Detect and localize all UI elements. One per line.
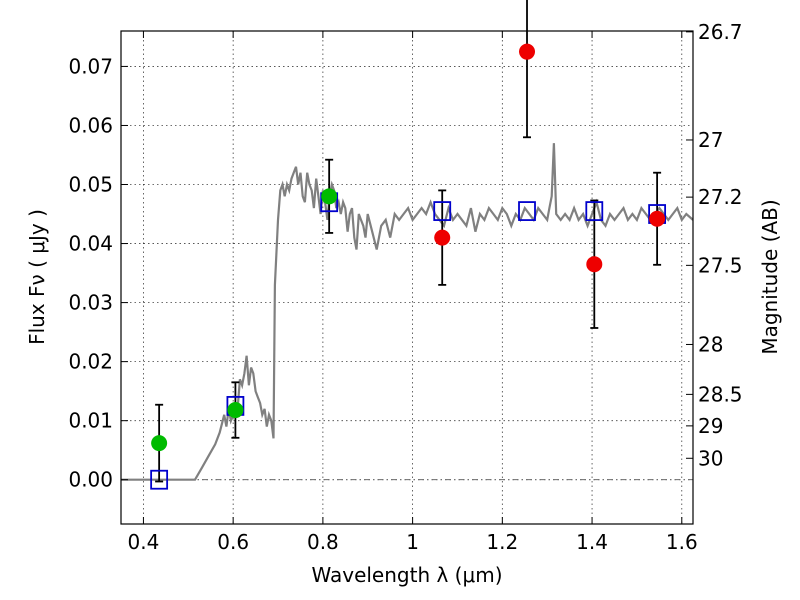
magnitude-tick-label: 28 <box>698 332 723 356</box>
x-tick-label: 1.6 <box>666 530 698 554</box>
observed-point-green <box>151 435 168 452</box>
x-tick-label: 1.4 <box>576 530 608 554</box>
y-tick-label: 0.07 <box>68 54 113 78</box>
observed-point-red <box>434 229 451 246</box>
observed-point-red <box>519 43 536 60</box>
magnitude-tick-label: 30 <box>698 446 723 470</box>
y-tick-label: 0.05 <box>68 173 113 197</box>
x-tick-label: 1.2 <box>486 530 518 554</box>
observed-point-red <box>649 210 666 227</box>
magnitude-tick-label: 29 <box>698 414 723 438</box>
observed-point-red <box>586 256 603 273</box>
observed-point-green <box>321 188 338 205</box>
model-photometry-square <box>433 201 452 221</box>
y-tick-label: 0.02 <box>68 350 113 374</box>
observed-point-green <box>227 402 244 419</box>
magnitude-tick-label: 27.2 <box>698 185 743 209</box>
x-tick-label: 0.4 <box>128 530 160 554</box>
observed-points <box>151 43 666 452</box>
magnitude-axis-title: Magnitude (AB) <box>758 199 782 354</box>
y-tick-label: 0.01 <box>68 409 113 433</box>
y-tick-label: 0.04 <box>68 232 113 256</box>
y-tick-label: 0.00 <box>68 468 113 492</box>
model-photometry-square <box>585 201 604 221</box>
y-tick-label: 0.03 <box>68 291 113 315</box>
model-spectrum-layer <box>121 143 693 481</box>
model-spectrum-line <box>121 143 693 481</box>
grid <box>121 31 693 524</box>
magnitude-axis-ticks: 26.7 27 27.2 27.5 28 28.5 29 30 <box>686 20 743 470</box>
plot-frame <box>120 30 694 525</box>
x-tick-label: 0.8 <box>307 530 339 554</box>
y-tick-label: 0.06 <box>68 113 113 137</box>
magnitude-tick-label: 27.5 <box>698 253 743 277</box>
x-tick-label: 1 <box>406 530 419 554</box>
x-tick-label: 0.6 <box>217 530 249 554</box>
model-photometry-square <box>150 469 169 490</box>
x-axis-title: Wavelength λ (μm) <box>311 563 502 587</box>
model-photometry-square <box>518 201 536 221</box>
magnitude-tick-label: 28.5 <box>698 382 743 406</box>
magnitude-tick-label: 27 <box>698 128 723 152</box>
y-axis-title: Flux Fν ( μJy ) <box>25 209 49 345</box>
y-axis-ticks: 0.00 0.01 0.02 0.03 0.04 0.05 0.06 0.07 <box>68 54 128 492</box>
magnitude-tick-label: 26.7 <box>698 20 743 44</box>
x-axis-ticks: 0.4 0.6 0.8 1 1.2 1.4 1.6 <box>128 31 698 554</box>
